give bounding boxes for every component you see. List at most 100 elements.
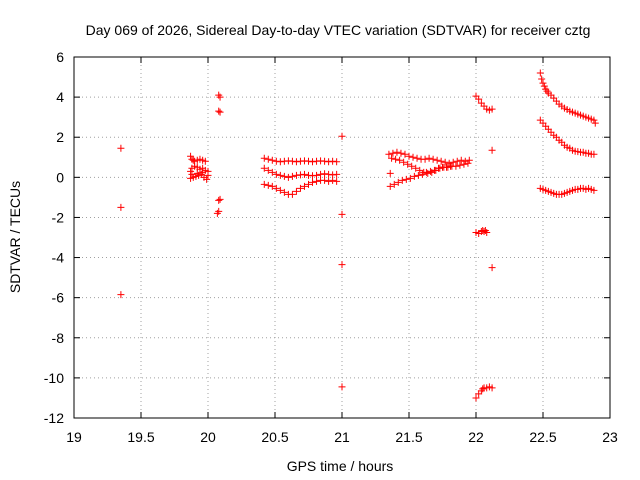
data-point <box>216 195 224 203</box>
data-point <box>401 150 409 158</box>
data-point <box>456 161 464 169</box>
data-point <box>453 157 461 165</box>
data-point <box>305 180 312 188</box>
data-point <box>479 385 487 393</box>
series-arc-21.6-upper <box>385 148 473 167</box>
data-point <box>464 159 472 167</box>
data-point <box>193 169 201 177</box>
data-point <box>426 167 434 175</box>
data-point <box>321 176 329 184</box>
y-axis-label: SDTVAR / TECUs <box>7 181 23 293</box>
x-tick-label: 22 <box>468 429 484 445</box>
data-point <box>441 158 449 166</box>
data-point <box>421 155 429 163</box>
y-tick-label: 6 <box>56 49 64 65</box>
y-tick-label: -6 <box>52 290 65 306</box>
data-point <box>280 172 288 180</box>
x-tick-label: 19.5 <box>127 429 154 445</box>
data-point <box>215 196 223 204</box>
y-tick-label: -10 <box>44 370 64 386</box>
data-point <box>317 170 325 178</box>
x-tick-label: 21 <box>334 429 350 445</box>
grid <box>74 57 610 418</box>
data-point <box>216 93 224 101</box>
data-point <box>260 154 268 162</box>
data-point <box>313 171 321 179</box>
data-point <box>406 174 414 182</box>
data-point <box>268 182 276 190</box>
x-tick-label: 23 <box>602 429 618 445</box>
data-point <box>536 69 544 77</box>
data-point <box>433 156 441 164</box>
data-point <box>488 105 496 113</box>
data-point <box>264 166 272 174</box>
series-isolated <box>117 91 496 391</box>
data-point <box>590 186 598 194</box>
data-point <box>386 169 394 177</box>
data-point <box>338 383 346 391</box>
data-point <box>392 155 400 163</box>
series-arc-22-lower <box>472 226 491 237</box>
data-point <box>117 144 125 152</box>
data-point <box>117 203 125 211</box>
data-point <box>300 170 308 178</box>
series-arc-21.6-middle <box>388 154 472 177</box>
data-point <box>216 108 224 116</box>
data-point <box>296 171 304 179</box>
data-point <box>260 164 268 172</box>
data-point <box>402 175 410 183</box>
data-point <box>204 171 212 179</box>
data-point <box>488 146 496 154</box>
data-point <box>203 175 211 183</box>
data-point <box>276 171 284 179</box>
data-point <box>413 154 421 162</box>
series-arc-20.7-lower <box>260 176 341 198</box>
data-point <box>333 158 341 166</box>
data-point <box>400 158 408 166</box>
y-tick-label: -12 <box>44 410 64 426</box>
data-point <box>389 149 397 157</box>
data-point <box>313 177 321 185</box>
data-point <box>268 156 276 164</box>
data-point <box>418 170 426 178</box>
data-point <box>187 167 195 175</box>
series-arc-22-bottom <box>472 383 496 402</box>
data-point <box>416 166 424 174</box>
data-point <box>393 148 401 156</box>
data-point <box>386 182 394 190</box>
y-tick-label: 0 <box>56 169 64 185</box>
x-tick-label: 22.5 <box>529 429 556 445</box>
data-point <box>117 291 125 299</box>
data-point <box>338 261 346 269</box>
data-point <box>276 186 284 194</box>
data-point <box>488 264 496 272</box>
y-tick-label: -2 <box>52 209 65 225</box>
y-tick-label: -4 <box>52 250 65 266</box>
data-point <box>300 182 308 190</box>
data-point <box>268 168 276 176</box>
data-point <box>460 160 468 168</box>
data-point <box>443 163 451 171</box>
y-tick-label: -8 <box>52 330 65 346</box>
chart-title: Day 069 of 2026, Sidereal Day-to-day VTE… <box>86 22 591 38</box>
data-point <box>280 188 288 196</box>
x-tick-label: 20.5 <box>261 429 288 445</box>
series-arc-22-upper <box>472 92 496 114</box>
data-point <box>425 154 433 162</box>
y-tick-label: 2 <box>56 129 64 145</box>
data-point <box>398 176 406 184</box>
data-point <box>538 75 546 83</box>
data-point <box>321 170 329 178</box>
data-point <box>410 172 418 180</box>
data-point <box>430 166 438 174</box>
data-point <box>338 132 346 140</box>
data-point <box>409 153 417 161</box>
data-point <box>333 177 341 185</box>
data-point <box>385 150 393 158</box>
series-arc-22.7-top <box>536 69 599 127</box>
data-point <box>449 158 457 166</box>
data-point <box>325 170 333 178</box>
data-point <box>187 152 195 160</box>
data-point <box>397 149 405 157</box>
data-point <box>215 107 223 115</box>
